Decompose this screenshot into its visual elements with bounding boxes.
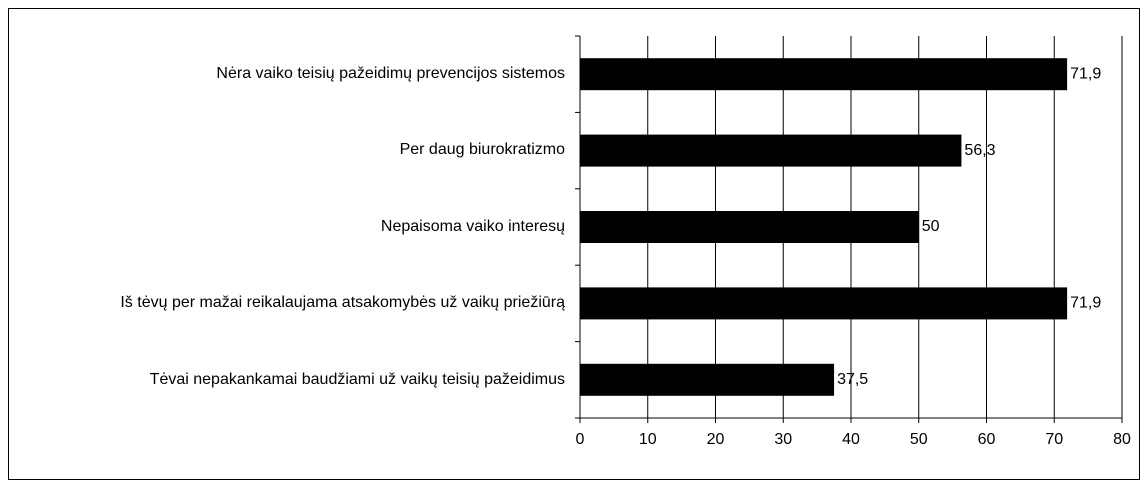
bar: [580, 58, 1068, 91]
y-tick-label-wrap: Tėvai nepakankamai baudžiami už vaikų te…: [20, 342, 565, 418]
value-label: 37,5: [837, 371, 868, 388]
x-tick-label: 40: [842, 431, 860, 448]
y-tick-label-box: Nėra vaiko teisių pažeidimų prevencijos …: [20, 36, 565, 112]
bar: [580, 363, 835, 396]
y-tick-label: Per daug biurokratizmo: [399, 141, 565, 159]
x-tick-label: 50: [910, 431, 928, 448]
y-tick-label: Tėvai nepakankamai baudžiami už vaikų te…: [149, 370, 565, 388]
y-tick-label-box: Tėvai nepakankamai baudžiami už vaikų te…: [20, 342, 565, 418]
value-label: 71,9: [1070, 295, 1101, 312]
x-tick-label: 60: [978, 431, 996, 448]
y-tick-label-wrap: Nėra vaiko teisių pažeidimų prevencijos …: [20, 36, 565, 112]
bar: [580, 287, 1068, 320]
y-tick-label-box: Nepaisoma vaiko interesų: [20, 189, 565, 265]
x-tick-label: 10: [639, 431, 657, 448]
chart-border: [8, 8, 1140, 480]
value-label: 71,9: [1070, 65, 1101, 82]
value-label: 56,3: [964, 142, 995, 159]
y-tick-label-wrap: Per daug biurokratizmo: [20, 112, 565, 188]
y-tick-label: Iš tėvų per mažai reikalaujama atsakomyb…: [120, 294, 565, 312]
y-tick-label-wrap: Nepaisoma vaiko interesų: [20, 189, 565, 265]
bar: [580, 211, 919, 243]
bar: [580, 134, 962, 167]
y-tick-label: Nėra vaiko teisių pažeidimų prevencijos …: [216, 65, 565, 82]
x-tick-label: 70: [1045, 431, 1063, 448]
y-tick-label-wrap: Iš tėvų per mažai reikalaujama atsakomyb…: [20, 265, 565, 341]
value-label: 50: [922, 218, 940, 235]
y-tick-label-box: Per daug biurokratizmo: [20, 112, 565, 188]
x-tick-label: 20: [707, 431, 725, 448]
x-tick-label: 0: [576, 431, 585, 448]
y-tick-label-box: Iš tėvų per mažai reikalaujama atsakomyb…: [20, 265, 565, 341]
x-tick-label: 80: [1113, 431, 1131, 448]
x-tick-label: 30: [774, 431, 792, 448]
y-tick-label: Nepaisoma vaiko interesų: [380, 217, 565, 235]
